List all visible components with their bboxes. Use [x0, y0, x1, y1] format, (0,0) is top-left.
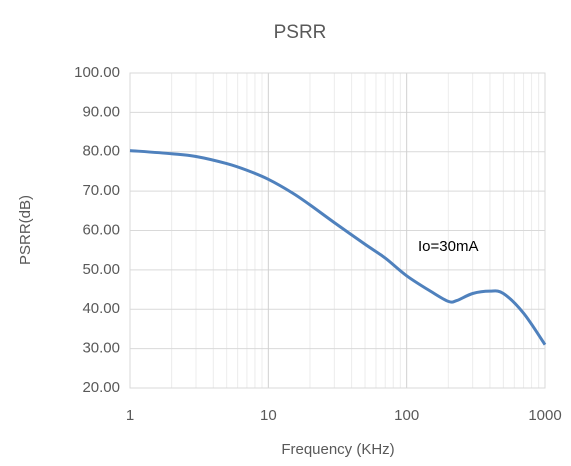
y-tick-label: 100.00 — [74, 64, 120, 81]
x-tick-label: 1000 — [528, 407, 561, 424]
x-tick-label: 10 — [260, 407, 277, 424]
y-tick-label: 90.00 — [82, 103, 120, 120]
x-tick-label: 100 — [394, 407, 419, 424]
y-tick-label: 50.00 — [82, 261, 120, 278]
legend-label: Io=30mA — [418, 238, 478, 255]
data-line — [129, 149, 547, 346]
chart-title: PSRR — [274, 22, 327, 43]
y-tick-label: 80.00 — [82, 143, 120, 160]
y-tick-label: 20.00 — [82, 379, 120, 396]
y-axis-label: PSRR(dB) — [17, 195, 34, 265]
x-axis-label: Frequency (KHz) — [281, 441, 394, 458]
x-tick-label: 1 — [126, 407, 134, 424]
y-tick-label: 70.00 — [82, 182, 120, 199]
y-tick-label: 30.00 — [82, 340, 120, 357]
plot-frame — [129, 72, 546, 389]
y-tick-label: 40.00 — [82, 300, 120, 317]
y-tick-label: 60.00 — [82, 221, 120, 238]
